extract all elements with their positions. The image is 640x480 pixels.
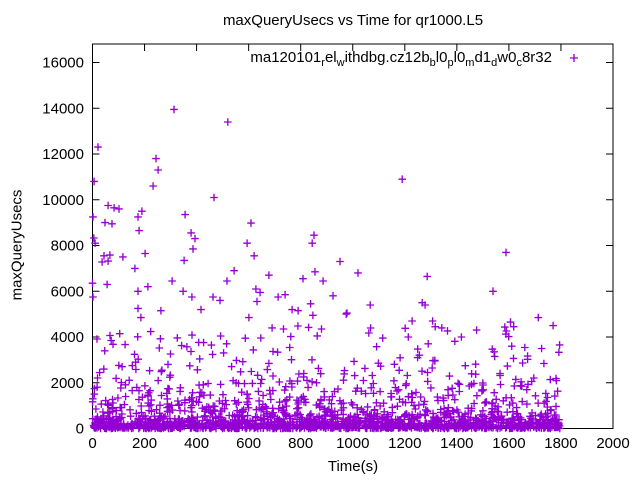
legend-label-segment: w0	[497, 49, 517, 66]
legend-label-segment: l0	[435, 49, 448, 66]
legend-series-label: ma120101relwithdbg.cz12bbl0pl0md1dw0c8r3…	[250, 49, 552, 69]
y-tick-label: 12000	[42, 146, 84, 163]
legend-label-subscript: r	[321, 57, 325, 69]
legend-label-segment: el	[324, 49, 337, 66]
legend-marker-plus	[570, 54, 578, 62]
scatter-points	[88, 105, 564, 433]
y-tick-label: 2000	[51, 375, 84, 392]
x-tick-label: 1400	[440, 435, 473, 452]
chart-title: maxQueryUsecs vs Time for qr1000.L5	[222, 12, 484, 29]
y-tick-label: 4000	[51, 329, 84, 346]
y-tick-label: 10000	[42, 192, 84, 209]
x-tick-label: 400	[184, 435, 209, 452]
legend-label-subscript: w	[336, 57, 345, 69]
legend-label-segment: ma120101	[250, 49, 322, 66]
legend-label-segment: ithdbg.cz12b	[344, 49, 430, 66]
legend-label-segment: 8r32	[521, 49, 552, 66]
x-tick-label: 600	[236, 435, 261, 452]
x-tick-label: 1000	[336, 435, 369, 452]
legend-label-subscript: c	[516, 57, 522, 69]
y-tick-label: 6000	[51, 283, 84, 300]
x-tick-label: 200	[132, 435, 157, 452]
x-axis-title: Time(s)	[327, 458, 379, 475]
x-tick-label: 800	[288, 435, 313, 452]
legend-label-subscript: b	[429, 57, 436, 69]
x-tick-label: 1800	[544, 435, 577, 452]
y-axis-title-text: maxQueryUsecs	[8, 189, 26, 301]
y-tick-label: 8000	[51, 238, 84, 255]
legend-label-subscript: m	[465, 57, 475, 69]
x-tick-label: 0	[88, 435, 96, 452]
x-tick-label: 1200	[388, 435, 421, 452]
legend-label-segment: l0	[453, 49, 466, 66]
x-tick-label: 2000	[596, 435, 629, 452]
legend-label-subscript: d	[491, 57, 498, 69]
legend-label-segment: d1	[474, 49, 492, 66]
y-tick-label: 16000	[42, 55, 84, 72]
legend: ma120101relwithdbg.cz12bbl0pl0md1dw0c8r3…	[250, 49, 552, 72]
axis-ticks	[92, 44, 614, 429]
y-tick-label: 14000	[42, 100, 84, 117]
y-tick-label: 0	[76, 421, 84, 438]
x-tick-label: 1600	[492, 435, 525, 452]
plot-border	[92, 43, 614, 429]
legend-label-subscript: p	[447, 57, 454, 69]
